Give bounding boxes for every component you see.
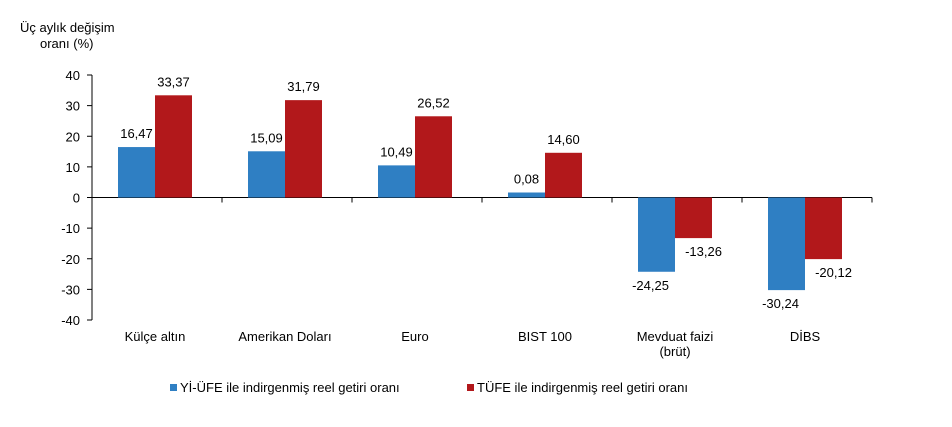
data-label: -20,12 (815, 265, 852, 280)
bar-tufe (155, 95, 192, 198)
y-tick-label: -10 (61, 221, 80, 236)
data-label: 10,49 (380, 144, 413, 159)
data-label: 26,52 (417, 95, 450, 110)
y-tick-label: -40 (61, 313, 80, 328)
y-tick-label: 0 (73, 191, 80, 206)
data-label: 16,47 (120, 126, 153, 141)
bar-yiufe (508, 192, 545, 198)
legend-swatch (467, 384, 474, 391)
x-tick-label: Külçe altın (125, 329, 186, 344)
x-tick-label: Mevduat faizi (637, 329, 714, 344)
y-axis-title: Üç aylık değişim oranı (%) (20, 20, 150, 52)
y-axis-title-line: oranı (%) (40, 36, 94, 51)
y-tick-label: 10 (66, 160, 80, 175)
data-label: -24,25 (632, 278, 669, 293)
bar-tufe (675, 197, 712, 239)
legend-label: TÜFE ile indirgenmiş reel getiri oranı (477, 380, 688, 395)
y-tick-label: -30 (61, 282, 80, 297)
data-label: 14,60 (547, 132, 580, 147)
data-label: -30,24 (762, 296, 799, 311)
x-tick-label: BIST 100 (518, 329, 572, 344)
bar-tufe (285, 100, 322, 198)
data-label: -13,26 (685, 244, 722, 259)
legend-swatch (170, 384, 177, 391)
bar-yiufe (118, 147, 155, 198)
data-label: 33,37 (157, 74, 190, 89)
bar-yiufe (378, 165, 415, 198)
x-tick-label: (brüt) (659, 344, 690, 359)
bar-yiufe (248, 151, 285, 198)
x-tick-label: DİBS (790, 329, 821, 344)
bar-yiufe (638, 197, 675, 272)
data-label: 31,79 (287, 79, 320, 94)
bar-yiufe (768, 197, 805, 291)
x-tick-label: Amerikan Doları (238, 329, 331, 344)
legend-label: Yİ-ÜFE ile indirgenmiş reel getiri oranı (180, 380, 400, 395)
x-tick-label: Euro (401, 329, 428, 344)
bar-tufe (415, 116, 452, 198)
data-label: 0,08 (514, 172, 539, 187)
y-tick-label: 20 (66, 129, 80, 144)
y-axis-title-line: Üç aylık değişim (20, 20, 115, 35)
bar-tufe (805, 197, 842, 260)
y-tick-label: -20 (61, 252, 80, 267)
y-tick-label: 40 (66, 68, 80, 83)
bar-tufe (545, 152, 582, 198)
y-tick-label: 30 (66, 99, 80, 114)
data-label: 15,09 (250, 130, 283, 145)
